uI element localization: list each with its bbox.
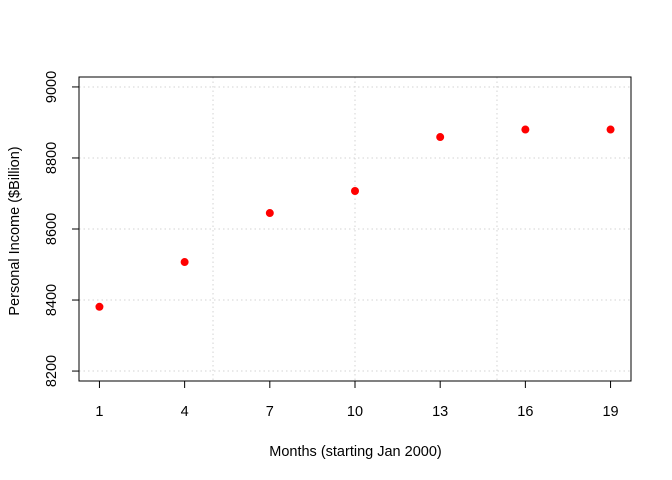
x-tick-label: 4 — [181, 404, 189, 420]
y-axis-title: Personal Income ($Billion) — [7, 146, 23, 315]
data-point — [95, 302, 104, 311]
y-tick-label: 8600 — [44, 213, 60, 245]
x-tick-label: 7 — [266, 404, 274, 420]
x-tick-label: 16 — [517, 404, 533, 420]
x-axis-title: Months (starting Jan 2000) — [269, 444, 441, 460]
x-axis: 1 4 7 10 13 16 19 — [95, 380, 619, 420]
data-point — [180, 258, 189, 267]
y-axis: 8200 8400 8600 8800 9000 — [44, 71, 80, 387]
data-points — [95, 125, 615, 311]
y-tick-label: 9000 — [44, 71, 60, 103]
data-point — [606, 125, 615, 134]
x-tick-label: 13 — [432, 404, 448, 420]
y-tick-label: 8800 — [44, 142, 60, 174]
x-tick-label: 19 — [602, 404, 618, 420]
y-tick-label: 8200 — [44, 355, 60, 387]
x-tick-label: 1 — [95, 404, 103, 420]
data-point — [265, 209, 274, 218]
data-point — [351, 187, 359, 195]
grid-lines — [79, 77, 631, 381]
x-tick-label: 10 — [347, 404, 363, 420]
data-point — [521, 125, 530, 134]
y-tick-label: 8400 — [44, 284, 60, 316]
data-point — [436, 133, 445, 142]
